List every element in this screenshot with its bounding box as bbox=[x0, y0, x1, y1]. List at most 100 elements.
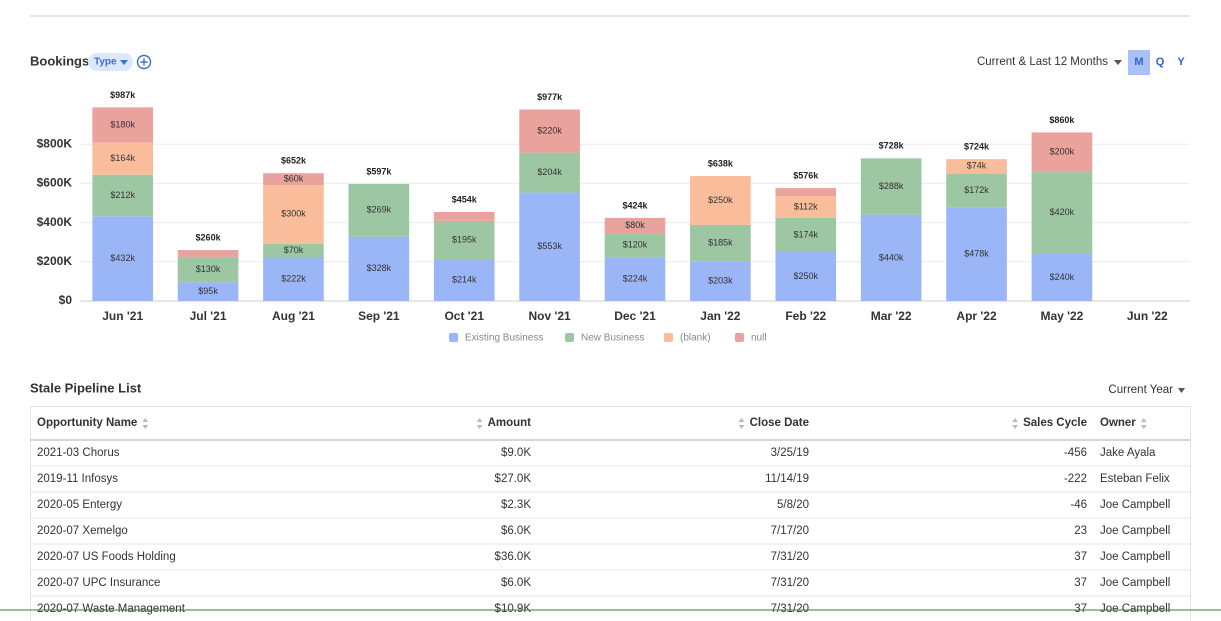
segment-label: $204k bbox=[537, 167, 562, 177]
segment-label: $130k bbox=[196, 264, 221, 274]
segment-label: $250k bbox=[708, 195, 733, 205]
bar-segment bbox=[433, 259, 495, 301]
legend-label: Existing Business bbox=[465, 333, 543, 344]
table-cell: Esteban Felix bbox=[1100, 473, 1170, 485]
legend-label: null bbox=[751, 333, 767, 344]
total-label: $987k bbox=[110, 90, 136, 100]
total-label: $724k bbox=[964, 141, 990, 151]
table-cell: $10.9K bbox=[495, 603, 532, 615]
bar-segment bbox=[348, 236, 410, 301]
total-label: $638k bbox=[708, 158, 734, 168]
sort-icon bbox=[1140, 418, 1147, 422]
bar-segment bbox=[1031, 132, 1093, 172]
segment-label: $300k bbox=[281, 209, 306, 219]
table-cell: Joe Campbell bbox=[1100, 577, 1170, 589]
table-cell: -456 bbox=[1064, 447, 1087, 459]
period-button[interactable]: Y bbox=[1177, 56, 1185, 68]
x-tick-label: Dec '21 bbox=[614, 309, 656, 323]
table-frame bbox=[30, 406, 1191, 621]
segment-label: $224k bbox=[623, 273, 648, 283]
bar-segment bbox=[177, 256, 239, 283]
add-button[interactable] bbox=[136, 54, 152, 70]
table-cell: $6.0K bbox=[501, 525, 531, 537]
table-cell: Joe Campbell bbox=[1100, 499, 1170, 511]
x-tick-label: Sep '21 bbox=[358, 309, 400, 323]
table-cell: Joe Campbell bbox=[1100, 551, 1170, 563]
bar-segment bbox=[775, 252, 837, 301]
table-cell: -46 bbox=[1070, 499, 1087, 511]
sort-icon bbox=[1012, 425, 1019, 429]
legend-swatch bbox=[565, 333, 574, 342]
y-tick-label: $0 bbox=[59, 293, 73, 307]
bar-segment bbox=[604, 217, 666, 234]
segment-label: $478k bbox=[964, 249, 989, 259]
table-cell: 3/25/19 bbox=[771, 447, 809, 459]
bar-segment bbox=[519, 192, 580, 301]
bar-segment bbox=[775, 217, 837, 252]
sort-icon bbox=[476, 418, 483, 422]
range-select[interactable]: Current & Last 12 Months bbox=[977, 56, 1108, 68]
bar-segment bbox=[433, 212, 495, 221]
year-select[interactable]: Current Year bbox=[1108, 384, 1173, 396]
bar-segment bbox=[263, 173, 324, 185]
table-cell: 37 bbox=[1074, 577, 1087, 589]
bar-segment bbox=[263, 243, 324, 258]
period-button[interactable]: M bbox=[1134, 56, 1143, 68]
segment-label: $95k bbox=[198, 286, 218, 296]
bar-chart: $0 $200K $400K $600K $800K Jun '21 $432k $212k $… bbox=[37, 90, 1190, 344]
bar-segment bbox=[519, 152, 580, 193]
segment-label: $203k bbox=[708, 275, 733, 285]
sort-icon bbox=[738, 425, 745, 429]
sort-icon bbox=[1012, 418, 1019, 422]
type-filter[interactable]: Type bbox=[94, 57, 117, 68]
segment-label: $250k bbox=[794, 271, 819, 281]
total-label: $576k bbox=[793, 170, 819, 180]
bar-segment bbox=[92, 107, 154, 143]
table-cell: 7/17/20 bbox=[771, 525, 809, 537]
y-tick-label: $400K bbox=[37, 215, 73, 229]
y-tick-label: $600K bbox=[37, 176, 73, 190]
bar-segment bbox=[177, 282, 239, 301]
segment-label: $112k bbox=[794, 201, 818, 211]
column-header[interactable]: Close Date bbox=[750, 417, 809, 429]
table-cell: 2020-07 US Foods Holding bbox=[37, 551, 176, 563]
table-title: Stale Pipeline List bbox=[30, 380, 142, 395]
bar-segment bbox=[263, 257, 324, 301]
bar-segment bbox=[92, 216, 154, 301]
x-tick-label: Apr '22 bbox=[956, 309, 997, 323]
column-header[interactable]: Amount bbox=[488, 417, 532, 429]
bar-segment bbox=[690, 224, 751, 262]
segment-label: $60k bbox=[284, 173, 304, 183]
bar-segment bbox=[177, 250, 239, 257]
x-tick-label: Aug '21 bbox=[272, 309, 315, 323]
add-icon bbox=[140, 58, 148, 66]
segment-label: $214k bbox=[452, 274, 477, 284]
period-button[interactable]: Q bbox=[1156, 56, 1165, 68]
column-header[interactable]: Opportunity Name bbox=[37, 417, 137, 429]
table-cell: 5/8/20 bbox=[777, 499, 809, 511]
bar-segment bbox=[519, 109, 580, 153]
total-label: $860k bbox=[1049, 115, 1075, 125]
x-tick-label: Jul '21 bbox=[190, 309, 227, 323]
bar-segment bbox=[348, 183, 410, 237]
sort-icon bbox=[142, 418, 149, 422]
segment-label: $120k bbox=[623, 240, 648, 250]
table-cell: $9.0K bbox=[501, 447, 531, 459]
total-label: $728k bbox=[879, 141, 905, 151]
sort-icon bbox=[738, 418, 745, 422]
bar-segment bbox=[860, 158, 922, 215]
column-header[interactable]: Owner bbox=[1100, 417, 1136, 429]
segment-label: $172k bbox=[964, 185, 989, 195]
x-tick-label: Feb '22 bbox=[785, 309, 826, 323]
segment-label: $164k bbox=[110, 153, 135, 163]
type-pill[interactable] bbox=[88, 53, 133, 71]
total-label: $597k bbox=[366, 166, 392, 176]
column-header[interactable]: Sales Cycle bbox=[1023, 417, 1087, 429]
bar-segment bbox=[946, 173, 1007, 208]
bar-segment bbox=[1031, 171, 1093, 254]
legend-swatch bbox=[449, 333, 458, 342]
table-cell: 2020-05 Entergy bbox=[37, 499, 122, 511]
segment-label: $440k bbox=[879, 252, 904, 262]
total-label: $260k bbox=[196, 232, 222, 242]
